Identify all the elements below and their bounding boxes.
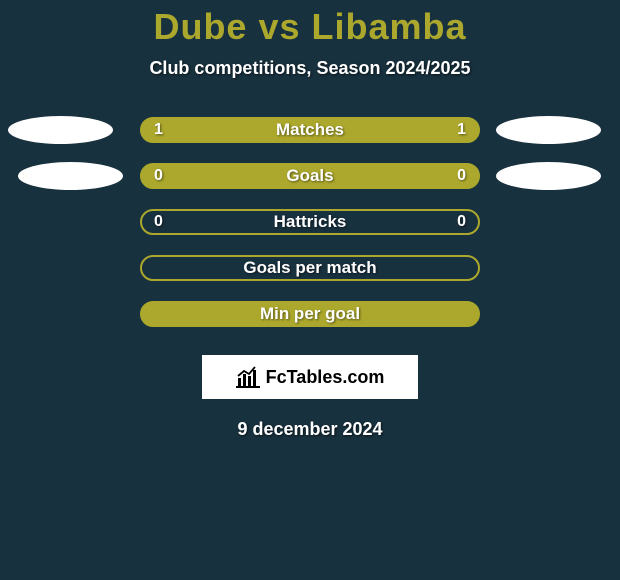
stat-value-left: 1: [154, 121, 163, 139]
date-label: 9 december 2024: [0, 419, 620, 440]
comparison-card: Dube vs Libamba Club competitions, Seaso…: [0, 0, 620, 580]
subtitle: Club competitions, Season 2024/2025: [0, 58, 620, 79]
stat-row: 0 Goals 0: [0, 153, 620, 199]
stat-label: Hattricks: [274, 212, 347, 232]
right-ellipse: [496, 116, 601, 144]
stat-value-left: 0: [154, 167, 163, 185]
stat-label: Goals: [286, 166, 333, 186]
stat-row: 1 Matches 1: [0, 107, 620, 153]
right-ellipse: [496, 162, 601, 190]
stat-value-left: 0: [154, 213, 163, 231]
stat-row: Goals per match: [0, 245, 620, 291]
stat-bar: 0 Hattricks 0: [140, 209, 480, 235]
stat-row: Min per goal: [0, 291, 620, 337]
logo-text: FcTables.com: [266, 367, 385, 388]
stat-value-right: 0: [457, 213, 466, 231]
chart-icon: [236, 366, 260, 388]
stat-label: Goals per match: [243, 258, 376, 278]
stat-row: 0 Hattricks 0: [0, 199, 620, 245]
stat-rows: 1 Matches 1 0 Goals 0 0 Hattricks 0 Goals per mat…: [0, 107, 620, 337]
stat-value-right: 1: [457, 121, 466, 139]
stat-value-right: 0: [457, 167, 466, 185]
stat-label: Matches: [276, 120, 344, 140]
stat-bar: 0 Goals 0: [140, 163, 480, 189]
page-title: Dube vs Libamba: [0, 6, 620, 48]
stat-bar: Goals per match: [140, 255, 480, 281]
left-ellipse: [18, 162, 123, 190]
left-ellipse: [8, 116, 113, 144]
stat-bar: Min per goal: [140, 301, 480, 327]
stat-bar: 1 Matches 1: [140, 117, 480, 143]
stat-label: Min per goal: [260, 304, 360, 324]
logo-box: FcTables.com: [202, 355, 418, 399]
